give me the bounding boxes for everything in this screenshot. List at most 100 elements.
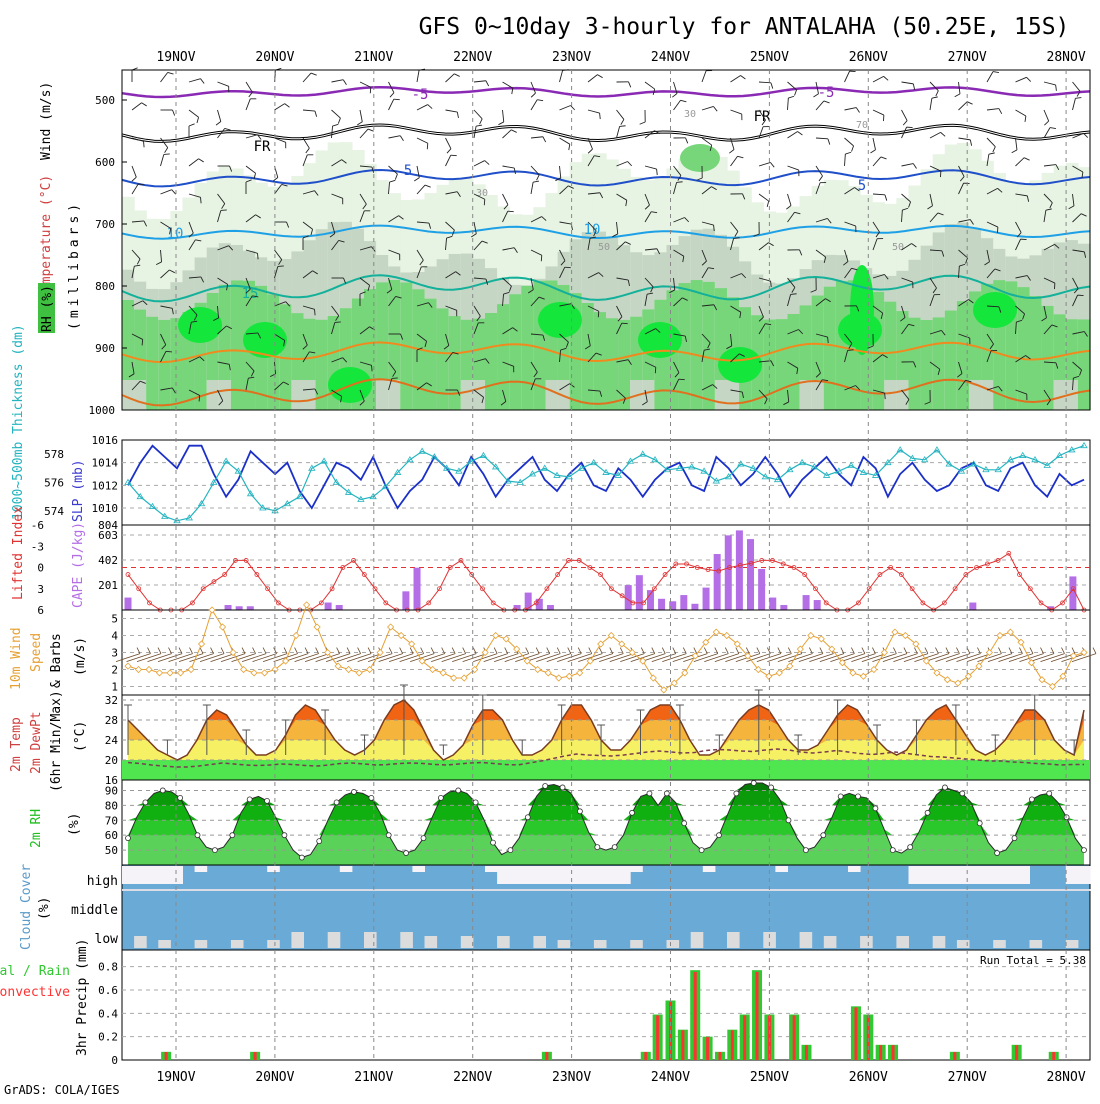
lifted-tick-label: -3 bbox=[31, 540, 44, 553]
cloud-high-gap bbox=[158, 889, 171, 891]
cloud-high-clear bbox=[1078, 866, 1091, 884]
rh-shade-bright-tall bbox=[850, 265, 874, 355]
rh-shade-green bbox=[679, 283, 692, 410]
cloud-high-gap bbox=[703, 889, 716, 891]
precip-conv-bar bbox=[805, 1045, 808, 1060]
contour-label: 30 bbox=[476, 188, 488, 199]
top-date-label: 24NOV bbox=[651, 50, 690, 65]
precip-tick-label: 0.2 bbox=[98, 1031, 118, 1044]
cloud-high-gap bbox=[679, 889, 692, 891]
cloud-high-gap bbox=[1030, 889, 1043, 891]
cape-bar bbox=[758, 569, 765, 610]
rh2m-tick-label: 90 bbox=[105, 784, 118, 797]
rh-shade-green bbox=[449, 316, 462, 410]
cloud-high-gap bbox=[183, 889, 196, 891]
rh2m-point bbox=[595, 845, 600, 850]
cape-bar bbox=[625, 585, 632, 610]
rh2m-point bbox=[977, 821, 982, 826]
cloud-low-gap bbox=[691, 932, 704, 948]
cloud-high-gap bbox=[933, 889, 946, 891]
rh2m-tick-label: 70 bbox=[105, 814, 118, 827]
wind-barb-flag bbox=[142, 339, 143, 345]
rh2m-label-unit: (%) bbox=[67, 813, 82, 836]
credit-label: GrADS: COLA/IGES bbox=[4, 1083, 120, 1097]
rh2m-point bbox=[716, 833, 721, 838]
bottom-date-label: 28NOV bbox=[1047, 1070, 1086, 1085]
lifted-tick-label: 0 bbox=[37, 562, 44, 575]
cape-bar bbox=[514, 605, 521, 610]
cape-bar bbox=[525, 593, 532, 610]
rh2m-point bbox=[995, 851, 1000, 856]
rh2m-point bbox=[404, 851, 409, 856]
cape-bar bbox=[236, 606, 243, 610]
pressure-tick-label: 500 bbox=[95, 94, 115, 107]
wind-tick-label: 5 bbox=[111, 613, 118, 626]
rh2m-point bbox=[143, 800, 148, 805]
contour-label: 30 bbox=[684, 109, 696, 120]
cloud-high-gap bbox=[594, 889, 607, 891]
bottom-date-label: 21NOV bbox=[354, 1070, 393, 1085]
cloud-high-gap bbox=[461, 889, 474, 891]
rh2m-point bbox=[438, 795, 443, 800]
rh-shade-bright bbox=[178, 307, 222, 343]
pressure-tick-label: 1000 bbox=[89, 404, 116, 417]
cloud-high-gap bbox=[606, 889, 619, 891]
cloud-high-gap bbox=[969, 889, 982, 891]
run-total-label: Run Total = 5.38 bbox=[980, 954, 1086, 967]
wind-barb-flag bbox=[221, 210, 227, 211]
rh-shade-green bbox=[618, 320, 631, 410]
rh2m-point bbox=[212, 848, 217, 853]
cloud-high-clear bbox=[146, 866, 159, 884]
rh2m-point bbox=[630, 810, 635, 815]
rh-shade-green bbox=[945, 311, 958, 410]
cloud-high-gap bbox=[630, 889, 643, 891]
cloud-high-gap bbox=[727, 889, 740, 891]
cloud-low-gap bbox=[993, 940, 1006, 948]
cape-bar bbox=[703, 588, 710, 610]
lifted-tick-label: -6 bbox=[31, 519, 44, 532]
cape-bar bbox=[780, 605, 787, 610]
rh-shade-green bbox=[824, 287, 837, 410]
cloud-high-clear bbox=[509, 866, 522, 884]
precip-conv-bar bbox=[731, 1030, 734, 1060]
rh2m-tick-label: 60 bbox=[105, 829, 118, 842]
cloud-high-gap bbox=[425, 889, 438, 891]
cloud-high-clear bbox=[533, 866, 546, 884]
rh-shade-green bbox=[376, 282, 389, 380]
wind-axis-label: Wind (m/s) bbox=[39, 82, 54, 160]
rh2m-point bbox=[647, 791, 652, 796]
cloud-high-gap bbox=[400, 889, 413, 891]
cloud-high-gap bbox=[1054, 889, 1067, 891]
slp-tick-label: 1012 bbox=[92, 479, 119, 492]
cloud-high-clear bbox=[195, 866, 208, 872]
cloud-high-clear bbox=[969, 866, 982, 884]
cloud-high-clear bbox=[981, 866, 994, 884]
precip-conv-bar bbox=[718, 1052, 721, 1060]
bottom-date-label: 25NOV bbox=[750, 1070, 789, 1085]
cloud-high-gap bbox=[509, 889, 522, 891]
thickness-axis-label: 1000~500mb Thickness (dm) bbox=[11, 324, 26, 520]
wind-tick-label: 2 bbox=[111, 664, 118, 677]
cape-tick-label: 201 bbox=[98, 579, 118, 592]
top-date-label: 25NOV bbox=[750, 50, 789, 65]
rh-shade-green bbox=[509, 294, 522, 410]
rh2m-point bbox=[925, 810, 930, 815]
cloud-high-clear bbox=[521, 866, 534, 884]
rh-shade-green bbox=[291, 313, 304, 380]
precip-conv-bar bbox=[743, 1015, 746, 1060]
cloud-high-clear bbox=[1005, 866, 1018, 884]
top-date-label: 23NOV bbox=[552, 50, 591, 65]
rh2m-point bbox=[247, 797, 252, 802]
pressure-tick-label: 800 bbox=[95, 280, 115, 293]
precip-conv-bar bbox=[892, 1045, 895, 1060]
cloud-high-clear bbox=[933, 866, 946, 884]
cloud-high-clear bbox=[594, 866, 607, 884]
cloud-low-gap bbox=[824, 936, 837, 948]
wind-barb-flag bbox=[258, 253, 259, 259]
wind-label-b: Speed bbox=[29, 633, 44, 672]
rh2m-point bbox=[873, 806, 878, 811]
cape-tick-label: 402 bbox=[98, 554, 118, 567]
rh2m-point bbox=[386, 833, 391, 838]
